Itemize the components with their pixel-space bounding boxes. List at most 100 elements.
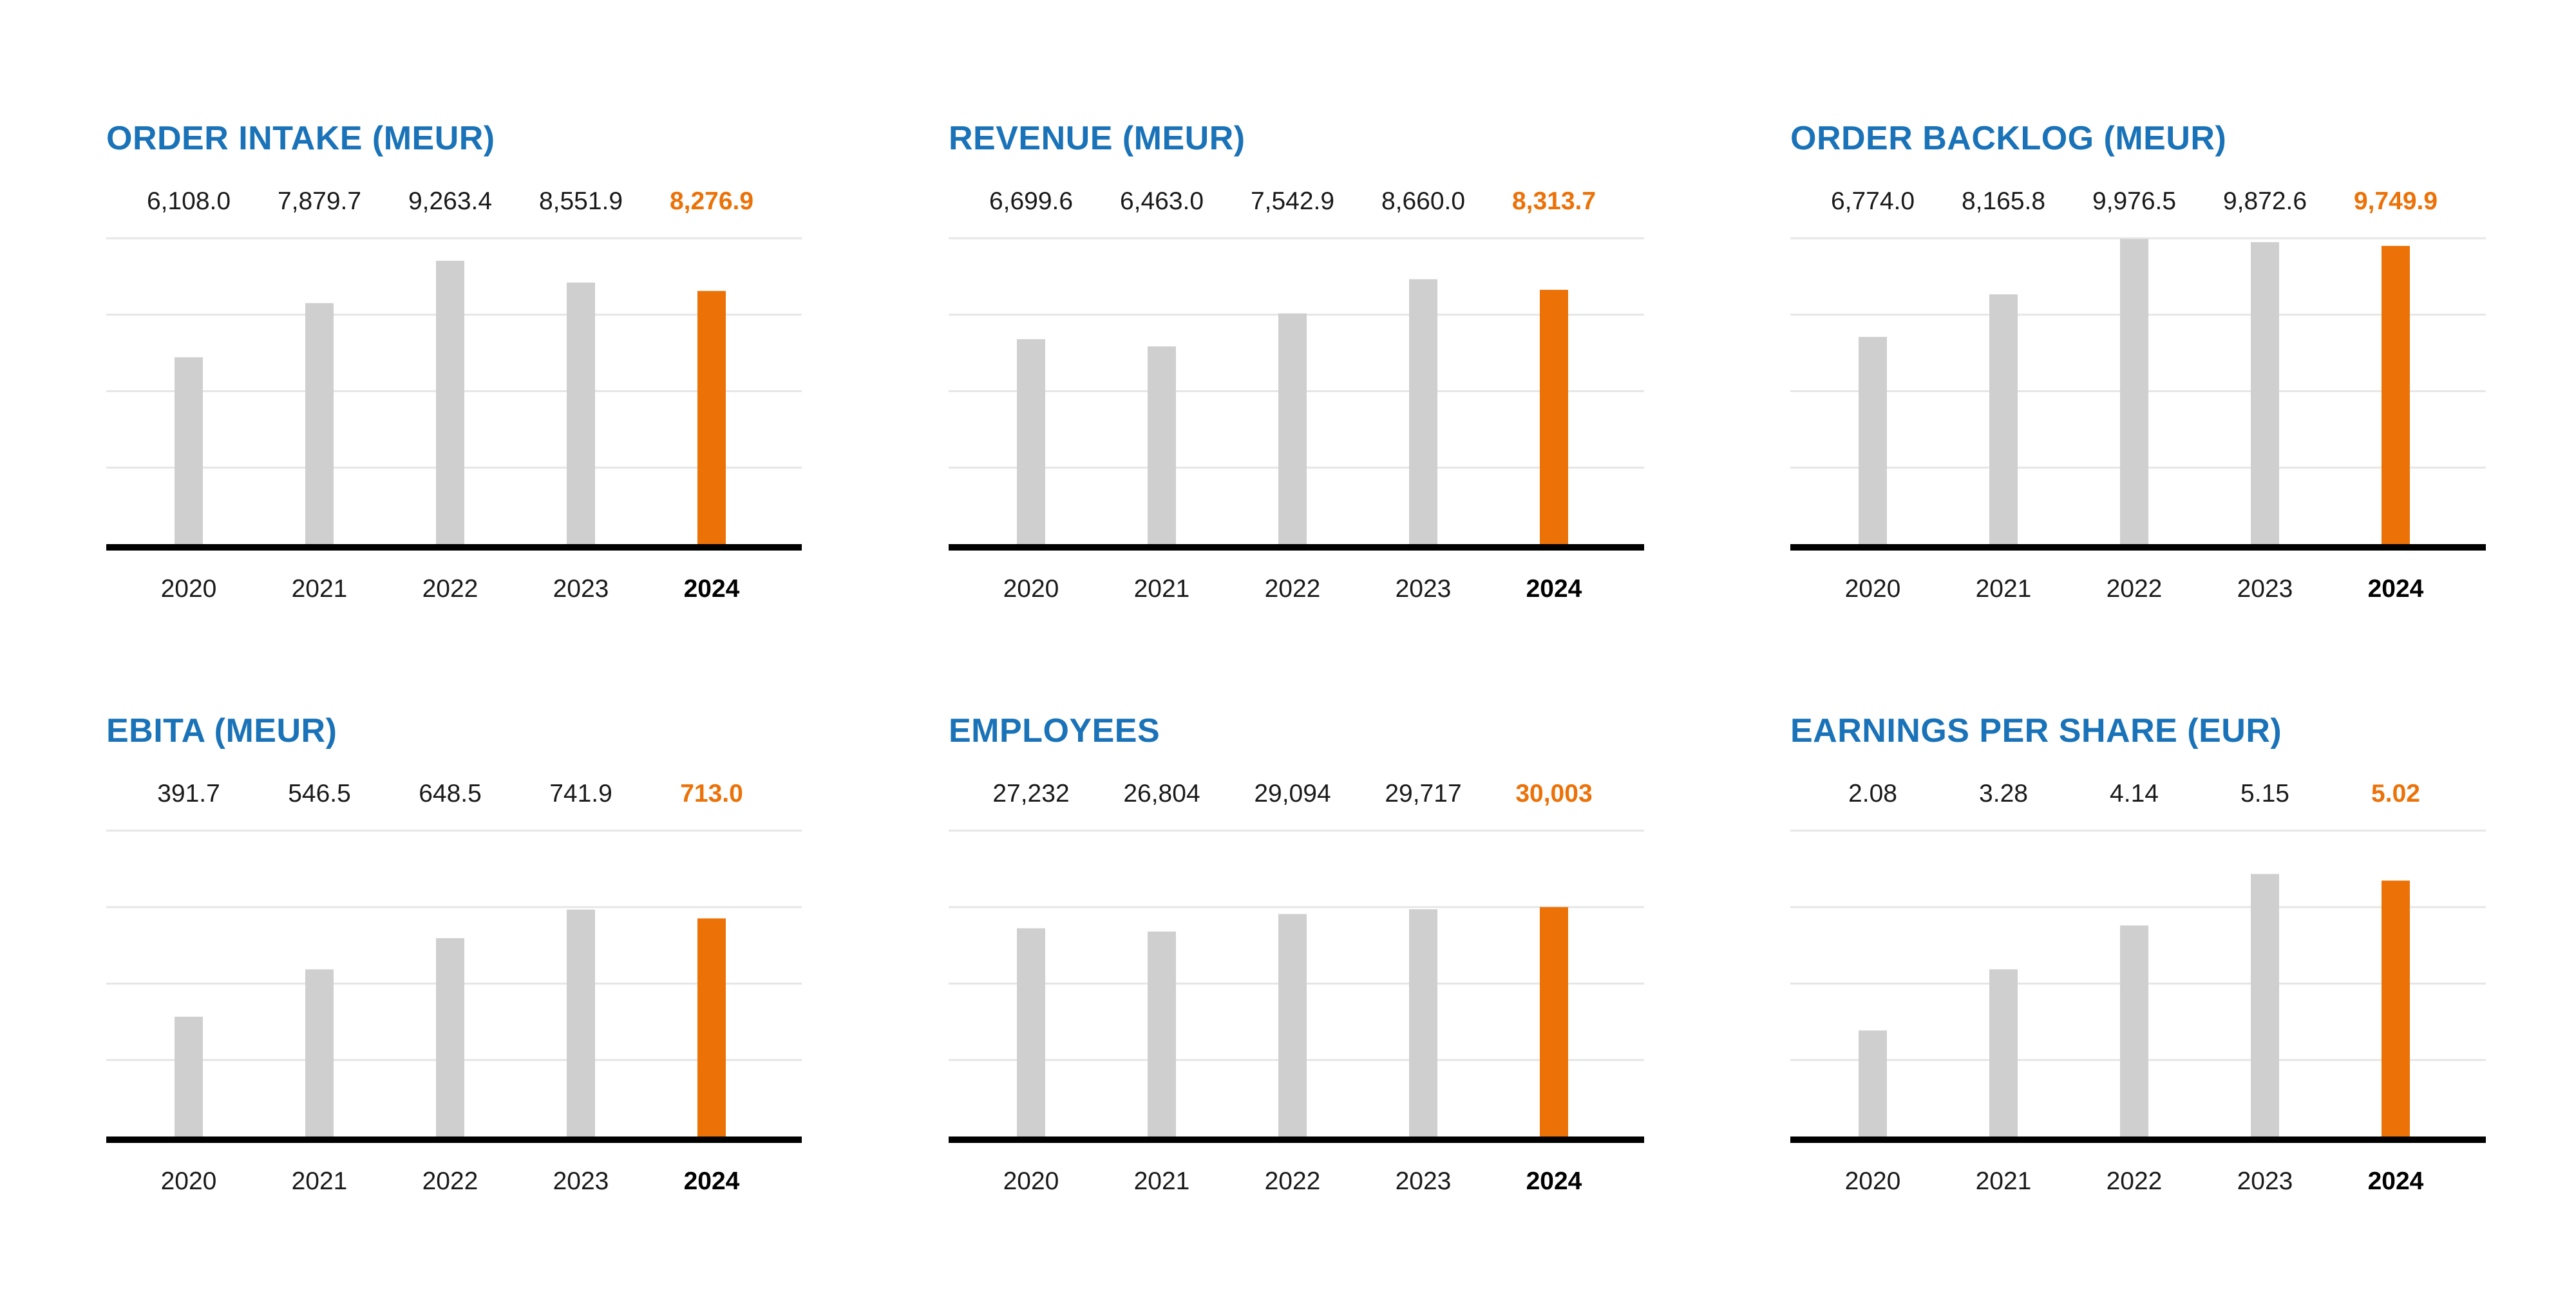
- category-label: 2022: [422, 1167, 478, 1195]
- value-label: 26,804: [1123, 780, 1200, 807]
- category-label: 2022: [2107, 575, 2163, 603]
- bar-2024: [697, 918, 726, 1137]
- chart-panel: EBITA (MEUR) 391.7 2020 546.5 2021 648.5 2022 7…: [106, 712, 802, 1195]
- value-label: 7,542.9: [1251, 187, 1334, 215]
- value-label: 5.15: [2240, 780, 2289, 807]
- chart-panel: REVENUE (MEUR) 6,699.6 2020 6,463.0 2021 7,54…: [949, 119, 1644, 603]
- category-label: 2024: [684, 575, 740, 603]
- bar-2020: [175, 1016, 203, 1137]
- bar-2021: [1148, 931, 1176, 1137]
- bar-chart: 6,774.0 2020 8,165.8 2021 9,976.5 2022 9,872.6…: [1790, 187, 2486, 603]
- bar-chart: 2.08 2020 3.28 2021 4.14 2022 5.15 2023 5.02 2024: [1790, 780, 2486, 1195]
- chart-title: ORDER BACKLOG (MEUR): [1790, 120, 2227, 157]
- value-label: 5.02: [2371, 780, 2420, 807]
- bar-2023: [567, 282, 595, 544]
- category-label: 2020: [1003, 575, 1059, 603]
- bar-2024: [1540, 907, 1568, 1137]
- chart-title: EBITA (MEUR): [106, 712, 337, 750]
- bar-2022: [436, 938, 464, 1137]
- value-label: 27,232: [992, 780, 1069, 807]
- value-label: 741.9: [549, 780, 612, 807]
- value-label: 30,003: [1515, 780, 1592, 807]
- chart-panel: EARNINGS PER SHARE (EUR) 2.08 2020 3.28 2021…: [1790, 712, 2486, 1195]
- value-label: 9,263.4: [408, 187, 492, 215]
- category-label: 2024: [2368, 1167, 2424, 1195]
- value-label: 7,879.7: [278, 187, 361, 215]
- bar-chart: 391.7 2020 546.5 2021 648.5 2022 741.9 2023 713.…: [106, 780, 802, 1195]
- category-label: 2024: [1526, 575, 1582, 603]
- value-label: 6,463.0: [1120, 187, 1204, 215]
- category-label: 2021: [1134, 575, 1190, 603]
- bar-2022: [1278, 914, 1307, 1137]
- bar-2023: [567, 909, 595, 1137]
- bar-2023: [1409, 909, 1437, 1137]
- bar-2022: [2120, 239, 2148, 544]
- category-label: 2024: [2368, 575, 2424, 603]
- value-label: 546.5: [288, 780, 351, 807]
- category-label: 2020: [1003, 1167, 1059, 1195]
- category-label: 2024: [1526, 1167, 1582, 1195]
- category-label: 2021: [1976, 1167, 2032, 1195]
- bar-2020: [175, 357, 203, 544]
- bar-2020: [1017, 928, 1045, 1137]
- value-label: 29,717: [1385, 780, 1461, 807]
- chart-panel: EMPLOYEES 27,232 2020 26,804 2021 29,094 2022 2…: [949, 712, 1644, 1195]
- bar-2021: [305, 969, 334, 1137]
- category-label: 2023: [553, 1167, 609, 1195]
- bar-2022: [1278, 313, 1307, 544]
- value-label: 8,660.0: [1381, 187, 1465, 215]
- bar-chart: 6,108.0 2020 7,879.7 2021 9,263.4 2022 8,551.9…: [106, 187, 802, 603]
- value-label: 713.0: [680, 780, 743, 807]
- category-label: 2022: [422, 575, 478, 603]
- bar-2021: [1989, 294, 2018, 544]
- category-label: 2021: [1134, 1167, 1190, 1195]
- value-label: 6,699.6: [989, 187, 1073, 215]
- category-label: 2020: [1845, 1167, 1901, 1195]
- value-label: 9,976.5: [2092, 187, 2176, 215]
- bar-2020: [1017, 339, 1045, 544]
- category-label: 2023: [553, 575, 609, 603]
- bar-chart: 6,699.6 2020 6,463.0 2021 7,542.9 2022 8,660.0…: [949, 187, 1644, 603]
- category-label: 2023: [2237, 575, 2293, 603]
- category-label: 2022: [1265, 1167, 1321, 1195]
- category-label: 2022: [1265, 575, 1321, 603]
- value-label: 6,108.0: [147, 187, 231, 215]
- chart-panel: ORDER BACKLOG (MEUR) 6,774.0 2020 8,165.8 20…: [1790, 119, 2486, 603]
- bar-2023: [2251, 242, 2279, 544]
- category-label: 2020: [1845, 575, 1901, 603]
- value-label: 29,094: [1254, 780, 1331, 807]
- category-label: 2020: [161, 575, 217, 603]
- chart-title: REVENUE (MEUR): [949, 120, 1245, 157]
- value-label: 6,774.0: [1831, 187, 1915, 215]
- bar-2021: [1989, 969, 2018, 1137]
- bar-2024: [2382, 880, 2410, 1137]
- value-label: 391.7: [157, 780, 220, 807]
- bar-2021: [305, 303, 334, 544]
- value-label: 9,749.9: [2354, 187, 2438, 215]
- bar-2020: [1859, 337, 1887, 544]
- bar-2022: [436, 260, 464, 544]
- chart-title: EARNINGS PER SHARE (EUR): [1790, 712, 2282, 750]
- value-label: 4.14: [2110, 780, 2159, 807]
- chart-title: EMPLOYEES: [949, 712, 1160, 750]
- category-label: 2023: [1396, 1167, 1452, 1195]
- category-label: 2022: [2107, 1167, 2163, 1195]
- chart-panel: ORDER INTAKE (MEUR) 6,108.0 2020 7,879.7 202…: [106, 119, 802, 603]
- category-label: 2021: [292, 575, 348, 603]
- category-label: 2023: [1396, 575, 1452, 603]
- bar-2024: [697, 290, 726, 544]
- value-label: 8,313.7: [1512, 187, 1596, 215]
- bar-2024: [2382, 245, 2410, 544]
- value-label: 648.5: [419, 780, 482, 807]
- bar-2024: [1540, 290, 1568, 544]
- bar-2023: [1409, 279, 1437, 544]
- bar-2023: [2251, 874, 2279, 1137]
- value-label: 8,276.9: [670, 187, 753, 215]
- bar-2022: [2120, 925, 2148, 1137]
- category-label: 2020: [161, 1167, 217, 1195]
- value-label: 2.08: [1848, 780, 1897, 807]
- category-label: 2023: [2237, 1167, 2293, 1195]
- category-label: 2021: [292, 1167, 348, 1195]
- bar-chart: 27,232 2020 26,804 2021 29,094 2022 29,717 2023…: [949, 780, 1644, 1195]
- category-label: 2024: [684, 1167, 740, 1195]
